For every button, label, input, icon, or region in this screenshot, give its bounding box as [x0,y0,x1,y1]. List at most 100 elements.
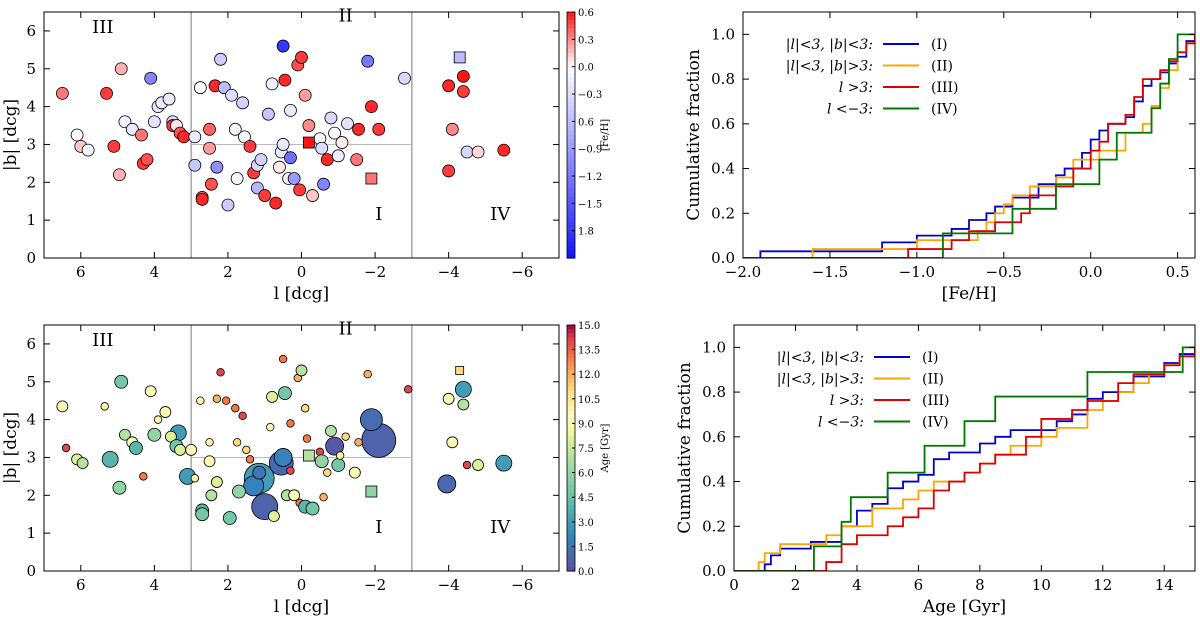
data-point [139,472,148,481]
x-tick-label: 2 [223,263,233,281]
colorbar-segment [567,249,575,255]
legend-tag: (II) [922,372,944,388]
data-point [147,427,162,442]
colorbar-segment [567,325,575,330]
data-point [497,143,511,157]
data-point [457,398,470,411]
data-point [298,88,312,102]
data-point [177,130,191,144]
colorbar-segment [567,114,575,120]
colorbar-segment [567,398,575,404]
x-tick-label: 12 [1093,576,1112,594]
x-tick-label: 6 [76,263,86,281]
data-point [162,92,176,106]
data-point [266,391,278,403]
data-point [352,122,365,136]
colorbar-segment [567,176,575,181]
data-point [341,432,350,441]
colorbar-segment [567,130,575,136]
legend-label: l >3: [830,393,864,409]
x-tick-label: −2 [364,576,386,594]
data-point [258,189,272,202]
data-point [268,510,280,523]
data-point [252,465,267,480]
data-point [295,364,308,377]
x-tick-label: 0.5 [1166,263,1190,281]
data-point [174,443,187,456]
data-point [442,392,455,405]
data-point [265,77,279,91]
colorbar-segment [567,333,575,338]
data-point [205,489,218,502]
colorbar-segment [567,345,575,351]
colorbar-segment [567,468,575,474]
colorbar-tick-label: 0.6 [578,117,594,128]
legend-label: l <−3: [818,415,864,431]
y-tick-label: 4 [26,98,36,116]
colorbar-segment [567,180,575,185]
data-point-square [453,51,466,64]
colorbar-segment [567,77,575,83]
data-point [472,459,484,471]
x-tick-label: 0 [729,576,739,594]
data-point-square [455,366,465,375]
colorbar-segment [567,402,575,408]
y-axis-label: |b| [dcg] [1,99,21,171]
colorbar-tick-label: 12.0 [578,370,600,381]
data-point [125,122,139,136]
x-tick-label: 4 [150,576,160,594]
data-point [284,104,297,117]
data-point [129,441,143,455]
data-point [403,385,413,394]
x-tick-label: −6 [511,263,533,281]
data-point [195,507,210,522]
y-tick-label: 0.2 [711,204,735,222]
colorbar-segment [567,366,575,371]
y-tick-label: 5 [26,60,36,78]
data-point [266,422,275,432]
colorbar-tick-label: −1.2 [578,172,602,183]
colorbar-segment [567,200,575,206]
legend-label: |l|<3, |b|>3: [786,59,873,75]
data-point [70,128,84,142]
data-point [317,177,330,191]
legend-tag: (I) [922,350,938,366]
data-point [324,111,338,125]
colorbar-segment [567,525,575,531]
colorbar-segment [567,106,575,111]
colorbar-segment [567,163,575,169]
y-tick-label: 0.6 [711,115,735,133]
colorbar-segment [567,229,575,234]
data-point [359,408,383,432]
colorbar-segment [567,386,575,392]
x-tick-label: 10 [1032,576,1051,594]
y-tick-label: 1 [26,524,36,542]
plot-frame [733,324,1196,572]
data-point-square [302,136,315,149]
legend-tag: (I) [931,37,947,53]
data-point [230,172,244,185]
x-tick-label: −1.5 [812,263,848,281]
data-point [232,484,246,499]
data-point [56,400,69,413]
colorbar-segment [567,415,575,420]
data-point [222,511,237,525]
data-point [363,370,372,379]
data-point [195,192,209,206]
data-point [185,443,198,456]
colorbar-segment [567,155,575,161]
colorbar-tick-label: 6.0 [578,469,594,480]
colorbar-segment [567,69,575,75]
colorbar-segment [567,12,575,17]
panel-feh-cumulative: −2.0 −1.5 −1.0 −0.5 0.0 0.5 0.0 0.2 0.4 0.6 0.8 1.0… [684,11,1196,304]
data-point-square [365,172,378,185]
colorbar-tick-label: −0.3 [578,90,602,101]
colorbar-tick-label: 1.5 [578,542,594,553]
colorbar-segment [567,361,575,367]
colorbar-frame [566,11,576,259]
data-point [300,404,310,413]
colorbar-segment [567,517,575,523]
y-tick-label: 4 [26,411,36,429]
data-point [442,79,456,93]
colorbar-segment [567,423,575,429]
